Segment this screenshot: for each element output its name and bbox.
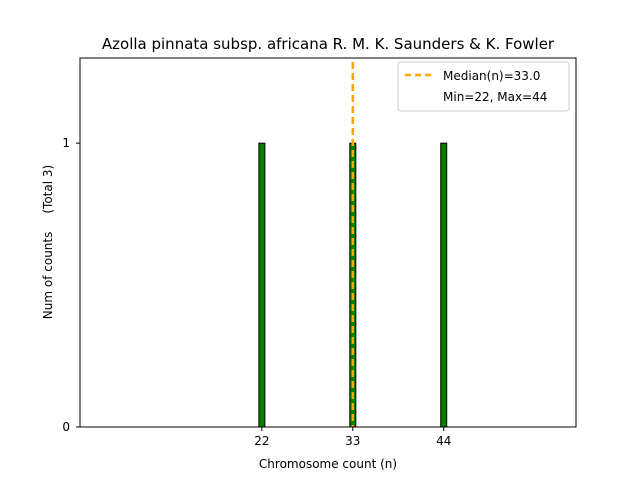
y-axis-label-group: Num of counts (Total 3) bbox=[41, 165, 55, 319]
y-axis-label-total: (Total 3) bbox=[41, 165, 55, 214]
y-tick-label-1: 1 bbox=[62, 136, 70, 150]
bar-44 bbox=[440, 142, 448, 428]
legend-box bbox=[397, 61, 570, 112]
y-axis-label: Num of counts (Total 3) bbox=[41, 165, 55, 319]
legend-median-label: Median(n)=33.0 bbox=[443, 69, 540, 83]
y-axis-ticks: 01 bbox=[62, 136, 80, 434]
plot-frame bbox=[79, 57, 577, 428]
bars bbox=[80, 142, 470, 428]
legend: Median(n)=33.0 Min=22, Max=44 bbox=[397, 61, 570, 112]
y-axis-label-main: Num of counts bbox=[41, 232, 55, 320]
bar-22 bbox=[258, 142, 266, 428]
y-tick-label-0: 0 bbox=[62, 420, 70, 434]
x-tick-label-22: 22 bbox=[254, 434, 269, 448]
x-tick-label-33: 33 bbox=[345, 434, 360, 448]
chart-title: Azolla pinnata subsp. africana R. M. K. … bbox=[102, 35, 555, 53]
legend-range-label: Min=22, Max=44 bbox=[443, 90, 547, 104]
plot-area bbox=[79, 57, 577, 428]
x-tick-label-44: 44 bbox=[436, 434, 451, 448]
x-axis-label: Chromosome count (n) bbox=[259, 457, 397, 471]
x-axis-ticks: 22 33 44 bbox=[254, 427, 451, 448]
